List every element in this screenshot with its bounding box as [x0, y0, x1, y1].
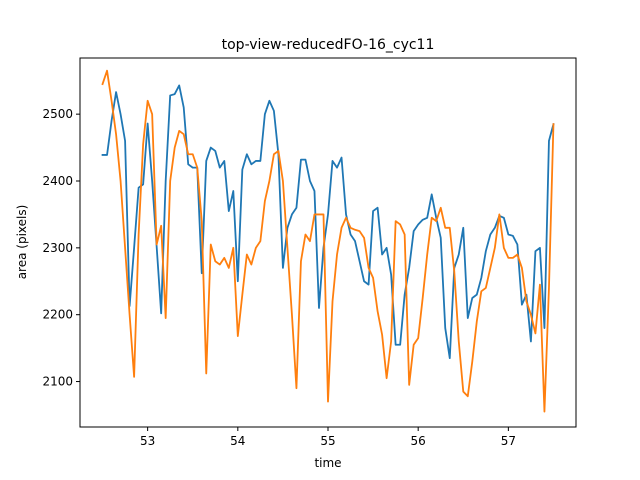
y-tick-label: 2400 [42, 174, 73, 188]
y-axis: 2100 2200 2300 2400 2500 [42, 107, 80, 389]
series-layer [101, 69, 555, 413]
chart-title: top-view-reducedFO-16_cyc11 [222, 37, 435, 53]
x-tick-label: 56 [411, 434, 426, 448]
y-tick-label: 2100 [42, 375, 73, 389]
x-tick-label: 54 [230, 434, 245, 448]
series-1-line [101, 84, 555, 360]
y-tick-label: 2300 [42, 241, 73, 255]
x-tick-label: 57 [501, 434, 516, 448]
y-tick-label: 2500 [42, 107, 73, 121]
x-tick-label: 55 [320, 434, 335, 448]
series-2-line [101, 69, 555, 413]
y-axis-label: area (pixels) [15, 205, 29, 280]
y-tick-label: 2200 [42, 308, 73, 322]
x-axis: 53 54 55 56 57 [140, 427, 516, 448]
x-tick-label: 53 [140, 434, 155, 448]
x-axis-label: time [314, 456, 341, 470]
